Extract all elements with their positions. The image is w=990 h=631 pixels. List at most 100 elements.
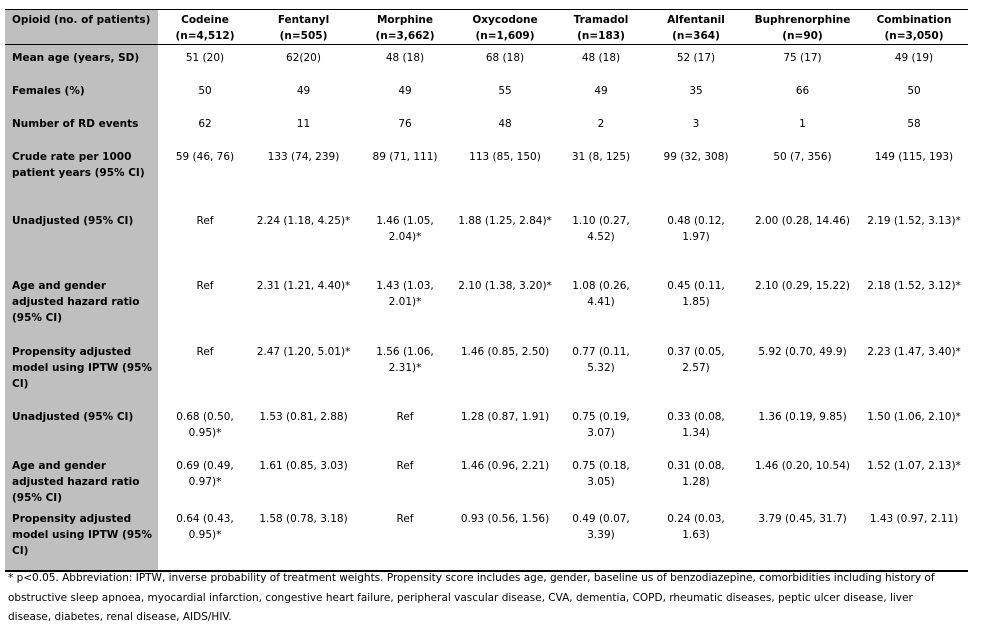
cell: 0.45 (0.11, 1.85)	[647, 273, 745, 339]
cell-text: 50	[198, 84, 212, 97]
cell-text: 1.46 (0.96, 2.21)	[460, 459, 550, 472]
cell: 133 (74, 239)	[252, 144, 355, 208]
cell: 149 (115, 193)	[860, 144, 968, 208]
cell-text: 1.56 (1.06, 2.31)*	[376, 345, 434, 374]
cell: 1.43 (1.03, 2.01)*	[355, 273, 455, 339]
cell: 68 (18)	[455, 45, 555, 78]
cell: 99 (32, 308)	[647, 144, 745, 208]
cell-text: 49 (19)	[894, 52, 934, 64]
row-label: Age and gender adjusted hazard ratio (95…	[12, 459, 140, 504]
cell: 50 (7, 356)	[745, 144, 860, 208]
cell: 11	[252, 111, 355, 144]
cell-text: 0.69 (0.49, 0.97)*	[176, 459, 234, 488]
cell: 66	[745, 78, 860, 111]
row-label: Age and gender adjusted hazard ratio (95…	[12, 279, 140, 324]
row-label-cell: Mean age (years, SD)	[5, 44, 158, 78]
cell: 0.75 (0.19, 3.07)	[555, 404, 647, 453]
cell: 1.08 (0.26, 4.41)	[555, 273, 647, 339]
cell: 31 (8, 125)	[555, 144, 647, 208]
cell-text: 49	[296, 84, 311, 97]
cell-text: 76	[398, 117, 412, 130]
cell-text: 0.31 (0.08, 1.28)	[667, 459, 725, 488]
row: Crude rate per 1000 patient years (95% C…	[5, 143, 968, 208]
cell-text: 2.31 (1.21, 4.40)*	[256, 279, 351, 292]
cell: 2.24 (1.18, 4.25)*	[252, 208, 355, 273]
cell: 51 (20)	[158, 45, 252, 78]
header-cell: Oxycodone (n=1,609)	[455, 9, 555, 45]
cell-text: 1.43 (1.03, 2.01)*	[376, 279, 434, 308]
cell-text: 113 (85, 150)	[469, 150, 541, 163]
row-label: Mean age (years, SD)	[12, 52, 140, 64]
row: Unadjusted (95% CI) Ref 2.24 (1.18, 4.25)*…	[5, 207, 968, 273]
cell: 48 (18)	[355, 45, 455, 78]
cell-text: 0.45 (0.11, 1.85)	[667, 279, 725, 308]
cell-text: 149 (115, 193)	[874, 150, 954, 163]
cell-text: 0.48 (0.12, 1.97)	[667, 214, 725, 243]
cell-text: 1	[799, 117, 806, 130]
cell-text: 99 (32, 308)	[663, 150, 729, 163]
cell: 0.93 (0.56, 1.56)	[455, 506, 555, 571]
header-cell: Tramadol (n=183)	[555, 9, 647, 45]
cell-text: 0.75 (0.19, 3.07)	[572, 410, 630, 439]
cell-text: Ref	[396, 410, 414, 423]
cell: 49	[555, 78, 647, 111]
row: Propensity adjusted model using IPTW (95…	[5, 338, 968, 404]
cell-text: 50	[907, 84, 921, 97]
cell: 0.37 (0.05, 2.57)	[647, 339, 745, 404]
cell-text: Ref	[196, 214, 214, 227]
cell-text: 1.61 (0.85, 3.03)	[259, 459, 348, 472]
cell-text: 52 (17)	[676, 52, 716, 64]
cell-text: Ref	[196, 279, 214, 292]
column-n: (n=3,050)	[884, 30, 944, 42]
cell: 1.58 (0.78, 3.18)	[252, 506, 355, 571]
cell-text: 1.28 (0.87, 1.91)	[460, 410, 550, 423]
row: Number of RD events 62 11 76 48 2 3 1 58	[5, 110, 968, 144]
header-cell: Alfentanil (n=364)	[647, 9, 745, 45]
row-label: Propensity adjusted model using IPTW (95…	[12, 345, 152, 390]
cell-text: 55	[498, 84, 512, 97]
cell-text: 1.58 (0.78, 3.18)	[259, 512, 348, 525]
cell-text: 1.10 (0.27, 4.52)	[572, 214, 630, 243]
cell: 62	[158, 111, 252, 144]
row-label-cell: Unadjusted (95% CI)	[5, 207, 158, 273]
cell: 49	[252, 78, 355, 111]
cell-text: 1.46 (0.85, 2.50)	[460, 345, 550, 358]
cell: 3.79 (0.45, 31.7)	[745, 506, 860, 571]
cell-text: Ref	[196, 345, 214, 358]
header-cell: Buphrenorphine (n=90)	[745, 9, 860, 45]
table-wrap: Opioid (no. of patients) Codeine (n=4,512)…	[5, 9, 968, 572]
table: Opioid (no. of patients) Codeine (n=4,512)…	[5, 9, 968, 572]
cell-text: 0.64 (0.43, 0.95)*	[176, 512, 234, 541]
row-label: Number of RD events	[12, 117, 139, 130]
row: Age and gender adjusted hazard ratio (95…	[5, 272, 968, 339]
cell-text: 48 (18)	[385, 52, 425, 64]
header-cell: Morphine (n=3,662)	[355, 9, 455, 45]
cell: 1.50 (1.06, 2.10)*	[860, 404, 968, 453]
cell: 1.43 (0.97, 2.11)	[860, 506, 968, 571]
row: Mean age (years, SD) 51 (20) 62(20) 48 (18)…	[5, 44, 968, 78]
cell-text: 1.46 (0.20, 10.54)	[754, 459, 851, 472]
cell-text: 3.79 (0.45, 31.7)	[758, 512, 847, 525]
cell-text: 58	[907, 117, 921, 130]
cell-text: 0.24 (0.03, 1.63)	[667, 512, 725, 541]
cell: 55	[455, 78, 555, 111]
cell-text: 1.08 (0.26, 4.41)	[572, 279, 630, 308]
cell-text: 2.00 (0.28, 14.46)	[754, 214, 851, 227]
row-label: Crude rate per 1000 patient years (95% C…	[12, 150, 145, 179]
header-cell: Codeine (n=4,512)	[158, 9, 252, 45]
cell: 0.69 (0.49, 0.97)*	[158, 453, 252, 506]
cell: 0.49 (0.07, 3.39)	[555, 506, 647, 571]
cell: Ref	[355, 404, 455, 453]
cell-text: 48 (18)	[581, 52, 621, 64]
cell-text: 1.46 (1.05, 2.04)*	[376, 214, 434, 243]
row-label-cell: Age and gender adjusted hazard ratio (95…	[5, 452, 158, 506]
row-label: Females (%)	[12, 84, 85, 97]
cell-text: 2	[597, 117, 605, 130]
column-name: Codeine	[181, 14, 229, 26]
cell: 49	[355, 78, 455, 111]
cell-text: 48	[498, 117, 512, 130]
row: Age and gender adjusted hazard ratio (95…	[5, 452, 968, 506]
row-label-cell: Unadjusted (95% CI)	[5, 403, 158, 453]
cell-text: 1.52 (1.07, 2.13)*	[867, 459, 961, 472]
